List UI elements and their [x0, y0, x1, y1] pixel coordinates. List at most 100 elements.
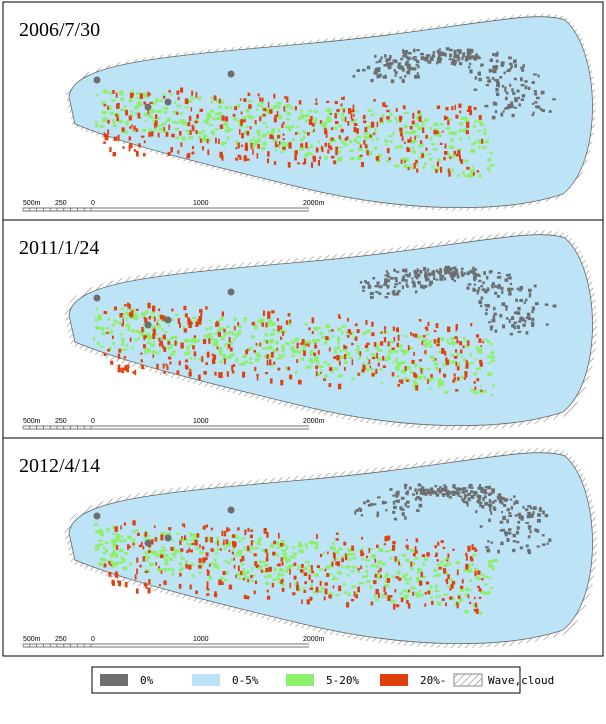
red-spot [413, 163, 415, 169]
red-spot [318, 350, 320, 355]
zero-cover-spot [467, 493, 471, 496]
red-spot [179, 361, 181, 366]
zero-cover-spot [376, 75, 379, 78]
green-spot [135, 529, 139, 531]
zero-cover-spot [395, 500, 398, 502]
red-spot [188, 565, 191, 570]
zero-cover-spot [472, 272, 475, 275]
green-spot [175, 128, 179, 130]
red-spot [311, 580, 313, 583]
green-spot [154, 110, 156, 112]
gray-dot [94, 513, 101, 520]
green-spot [100, 533, 104, 536]
zero-cover-spot [506, 274, 509, 276]
green-spot [473, 391, 478, 394]
red-spot [273, 94, 275, 99]
green-spot [375, 599, 379, 601]
red-spot [307, 599, 310, 602]
green-spot [295, 371, 297, 374]
red-spot [237, 322, 239, 326]
green-spot [424, 119, 429, 122]
green-spot [133, 314, 137, 318]
green-spot [385, 550, 390, 552]
zero-cover-spot [514, 78, 517, 81]
red-spot [286, 320, 288, 324]
red-spot [188, 548, 190, 552]
red-spot [415, 385, 418, 390]
green-spot [478, 174, 481, 177]
red-spot [170, 547, 173, 551]
zero-cover-spot [500, 529, 502, 531]
zero-cover-spot [458, 58, 460, 61]
scale-label: 500m [23, 200, 41, 207]
red-spot [294, 563, 297, 566]
zero-cover-spot [428, 492, 431, 495]
red-spot [384, 543, 386, 545]
red-spot [392, 541, 395, 544]
green-spot [252, 146, 255, 148]
red-spot [313, 156, 316, 162]
red-spot [163, 335, 166, 340]
zero-cover-spot [468, 66, 470, 68]
red-spot [241, 556, 244, 561]
red-spot [436, 344, 439, 347]
green-spot [419, 144, 424, 147]
red-spot [469, 602, 471, 604]
red-spot [185, 564, 187, 569]
red-spot [449, 596, 452, 599]
zero-cover-spot [504, 498, 507, 502]
red-spot [424, 603, 426, 606]
green-spot [163, 549, 167, 552]
green-spot [156, 352, 159, 355]
green-spot [474, 568, 478, 571]
green-spot [107, 318, 110, 321]
green-spot [460, 122, 462, 124]
zero-cover-spot [515, 500, 519, 504]
zero-cover-spot [474, 283, 476, 285]
red-spot [371, 122, 374, 128]
red-spot [221, 115, 224, 120]
green-spot [325, 324, 330, 328]
green-spot [311, 584, 313, 587]
green-spot [123, 558, 125, 562]
red-spot [265, 322, 267, 327]
red-spot [370, 135, 372, 138]
green-spot [104, 90, 108, 93]
green-spot [402, 574, 406, 577]
green-spot [321, 587, 325, 589]
legend-swatch [100, 674, 128, 686]
red-spot [266, 340, 268, 343]
green-spot [351, 121, 355, 123]
red-spot [338, 586, 341, 592]
red-spot [190, 585, 192, 590]
zero-cover-spot [379, 285, 383, 288]
zero-cover-spot [494, 53, 498, 57]
zero-cover-spot [404, 484, 407, 486]
green-spot [249, 347, 253, 349]
green-spot [153, 101, 157, 105]
legend-label: 5-20% [326, 674, 359, 687]
red-spot [369, 548, 371, 553]
green-spot [288, 104, 291, 106]
green-spot [179, 562, 182, 565]
red-spot [198, 565, 201, 569]
zero-cover-spot [505, 307, 507, 311]
red-spot [392, 348, 395, 350]
red-spot [415, 546, 417, 550]
zero-cover-spot [437, 50, 439, 53]
green-spot [324, 156, 328, 160]
green-spot [119, 333, 123, 335]
red-spot [272, 552, 275, 556]
zero-cover-spot [512, 114, 515, 117]
green-spot [285, 560, 287, 563]
green-spot [351, 377, 354, 380]
red-spot [137, 113, 140, 119]
scale-label: 0 [91, 418, 95, 425]
zero-cover-spot [376, 281, 379, 284]
red-spot [271, 352, 274, 358]
red-spot [163, 371, 166, 373]
zero-cover-spot [493, 70, 497, 74]
red-spot [384, 337, 386, 342]
zero-cover-spot [406, 283, 408, 286]
red-spot [444, 151, 447, 155]
